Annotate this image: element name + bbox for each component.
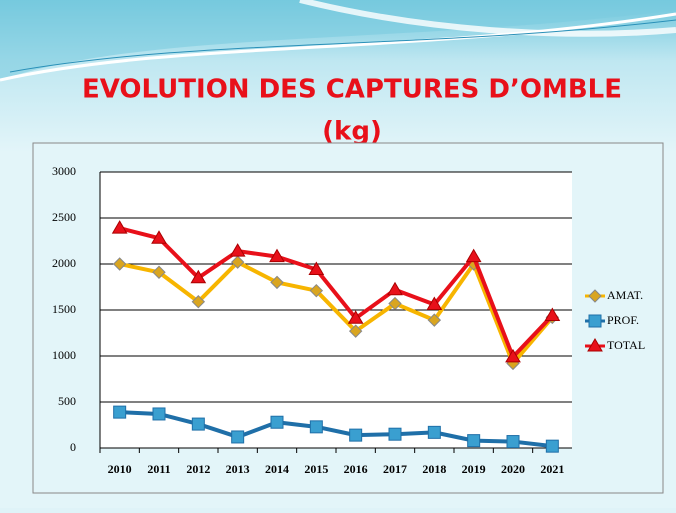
x-tick-label: 2018 <box>422 462 446 476</box>
x-tick-label: 2019 <box>462 462 486 476</box>
y-tick-label: 1000 <box>52 348 76 362</box>
point <box>468 435 480 447</box>
point <box>350 429 362 441</box>
legend-label: AMAT. <box>607 288 643 302</box>
point <box>507 436 519 448</box>
x-tick-label: 2010 <box>108 462 132 476</box>
y-tick-label: 1500 <box>52 302 76 316</box>
point <box>232 431 244 443</box>
x-tick-label: 2020 <box>501 462 525 476</box>
point <box>428 426 440 438</box>
y-tick-label: 2000 <box>52 256 76 270</box>
point <box>310 421 322 433</box>
point <box>546 440 558 452</box>
y-tick-label: 2500 <box>52 210 76 224</box>
x-tick-label: 2015 <box>304 462 328 476</box>
legend-label: TOTAL <box>607 338 645 352</box>
x-tick-label: 2014 <box>265 462 289 476</box>
chart-subtitle: (kg) <box>322 117 382 147</box>
x-tick-label: 2013 <box>226 462 250 476</box>
point <box>192 418 204 430</box>
y-tick-label: 3000 <box>52 164 76 178</box>
point <box>271 416 283 428</box>
legend-label: PROF. <box>607 313 639 327</box>
x-tick-label: 2017 <box>383 462 407 476</box>
point <box>114 406 126 418</box>
legend-marker <box>589 315 601 327</box>
point <box>153 408 165 420</box>
y-tick-label: 500 <box>58 394 76 408</box>
y-tick-label: 0 <box>70 440 76 454</box>
x-tick-label: 2021 <box>540 462 564 476</box>
chart-title: EVOLUTION DES CAPTURES D’OMBLE <box>82 75 622 105</box>
point <box>389 428 401 440</box>
x-tick-label: 2011 <box>147 462 170 476</box>
x-tick-label: 2016 <box>344 462 368 476</box>
slide: EVOLUTION DES CAPTURES D’OMBLE (kg) 0 500… <box>0 0 676 508</box>
x-tick-label: 2012 <box>186 462 210 476</box>
